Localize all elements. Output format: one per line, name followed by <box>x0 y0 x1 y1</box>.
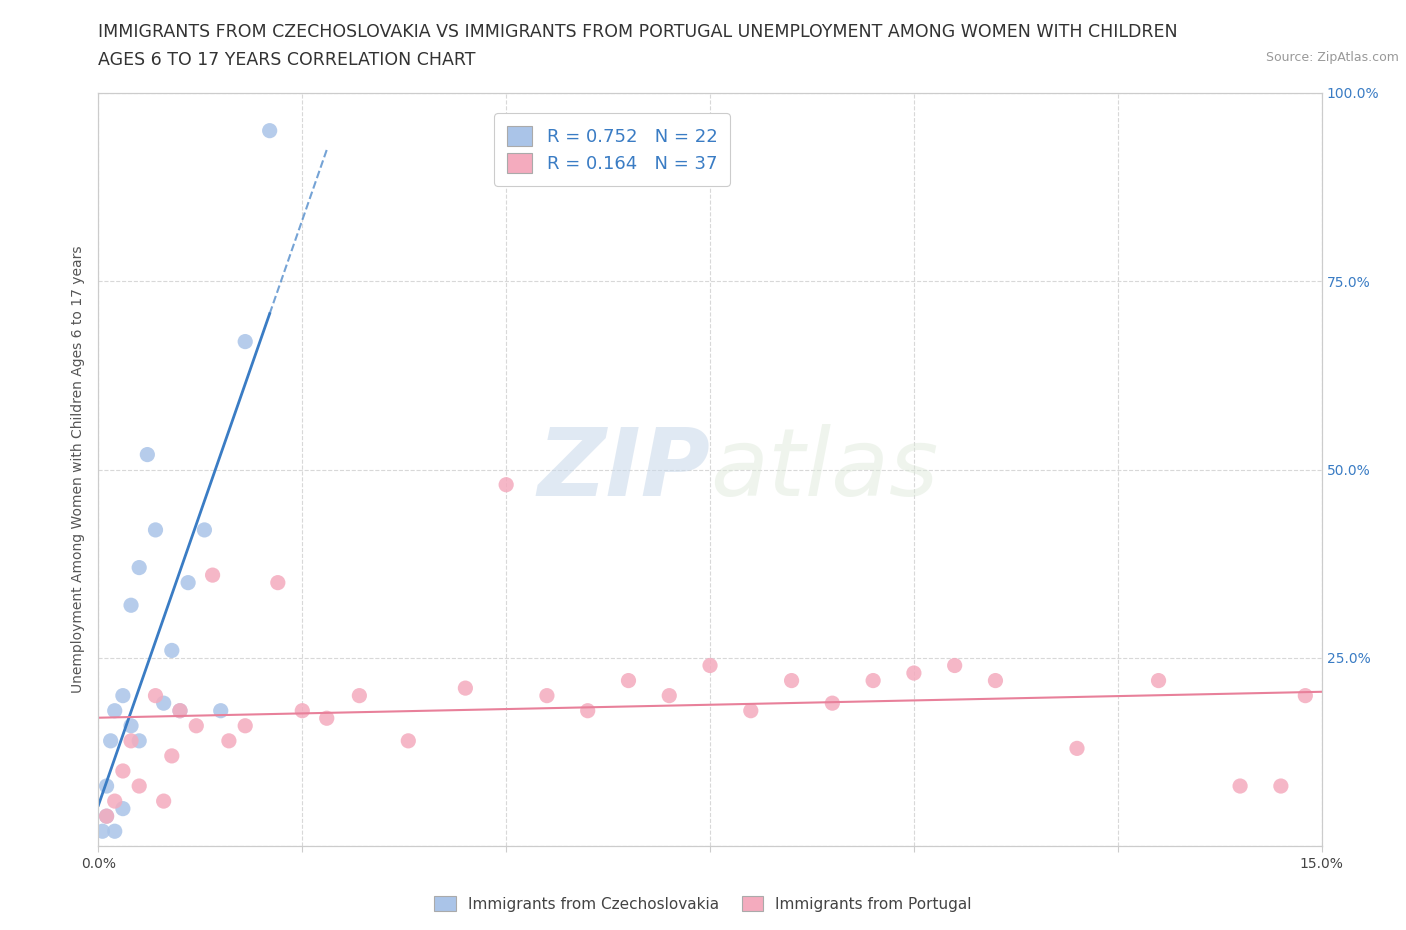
Point <box>111 688 134 703</box>
Text: IMMIGRANTS FROM CZECHOSLOVAKIA VS IMMIGRANTS FROM PORTUGAL UNEMPLOYMENT AMONG WO: IMMIGRANTS FROM CZECHOSLOVAKIA VS IMMIGR… <box>98 23 1178 41</box>
Point <box>128 778 150 793</box>
Point <box>259 124 281 139</box>
Point <box>120 734 142 749</box>
Point <box>454 681 477 696</box>
Point <box>96 778 118 793</box>
Point <box>209 703 232 718</box>
Point <box>152 793 174 808</box>
Point <box>201 567 224 582</box>
Point <box>740 703 762 718</box>
Point <box>91 824 114 839</box>
Point <box>177 575 200 591</box>
Y-axis label: Unemployment Among Women with Children Ages 6 to 17 years: Unemployment Among Women with Children A… <box>72 246 86 694</box>
Point <box>111 802 134 817</box>
Point <box>1270 778 1292 793</box>
Point <box>315 711 337 725</box>
Point <box>96 809 118 824</box>
Point <box>862 673 884 688</box>
Point <box>349 688 371 703</box>
Point <box>169 703 191 718</box>
Point <box>145 688 167 703</box>
Legend: Immigrants from Czechoslovakia, Immigrants from Portugal: Immigrants from Czechoslovakia, Immigran… <box>427 889 979 918</box>
Point <box>120 598 142 613</box>
Point <box>617 673 640 688</box>
Point <box>218 734 240 749</box>
Legend: R = 0.752   N = 22, R = 0.164   N = 37: R = 0.752 N = 22, R = 0.164 N = 37 <box>495 113 730 186</box>
Point <box>780 673 803 688</box>
Point <box>100 734 122 749</box>
Point <box>104 824 127 839</box>
Point <box>120 718 142 733</box>
Point <box>128 560 150 575</box>
Point <box>1229 778 1251 793</box>
Point <box>96 809 118 824</box>
Point <box>536 688 558 703</box>
Point <box>821 696 844 711</box>
Point <box>111 764 134 778</box>
Point <box>1294 688 1316 703</box>
Point <box>576 703 599 718</box>
Text: ZIP: ZIP <box>537 424 710 515</box>
Point <box>169 703 191 718</box>
Point <box>104 703 127 718</box>
Point <box>136 447 159 462</box>
Point <box>1147 673 1170 688</box>
Point <box>984 673 1007 688</box>
Point <box>903 666 925 681</box>
Point <box>186 718 208 733</box>
Point <box>291 703 314 718</box>
Point <box>193 523 215 538</box>
Point <box>104 793 127 808</box>
Point <box>233 718 256 733</box>
Point <box>160 749 183 764</box>
Point <box>152 696 174 711</box>
Point <box>128 734 150 749</box>
Point <box>267 575 290 591</box>
Text: atlas: atlas <box>710 424 938 515</box>
Point <box>658 688 681 703</box>
Text: AGES 6 TO 17 YEARS CORRELATION CHART: AGES 6 TO 17 YEARS CORRELATION CHART <box>98 51 475 69</box>
Text: Source: ZipAtlas.com: Source: ZipAtlas.com <box>1265 51 1399 64</box>
Point <box>233 334 256 349</box>
Point <box>495 477 517 492</box>
Point <box>160 643 183 658</box>
Point <box>943 658 966 673</box>
Point <box>145 523 167 538</box>
Point <box>1066 741 1088 756</box>
Point <box>396 734 419 749</box>
Point <box>699 658 721 673</box>
